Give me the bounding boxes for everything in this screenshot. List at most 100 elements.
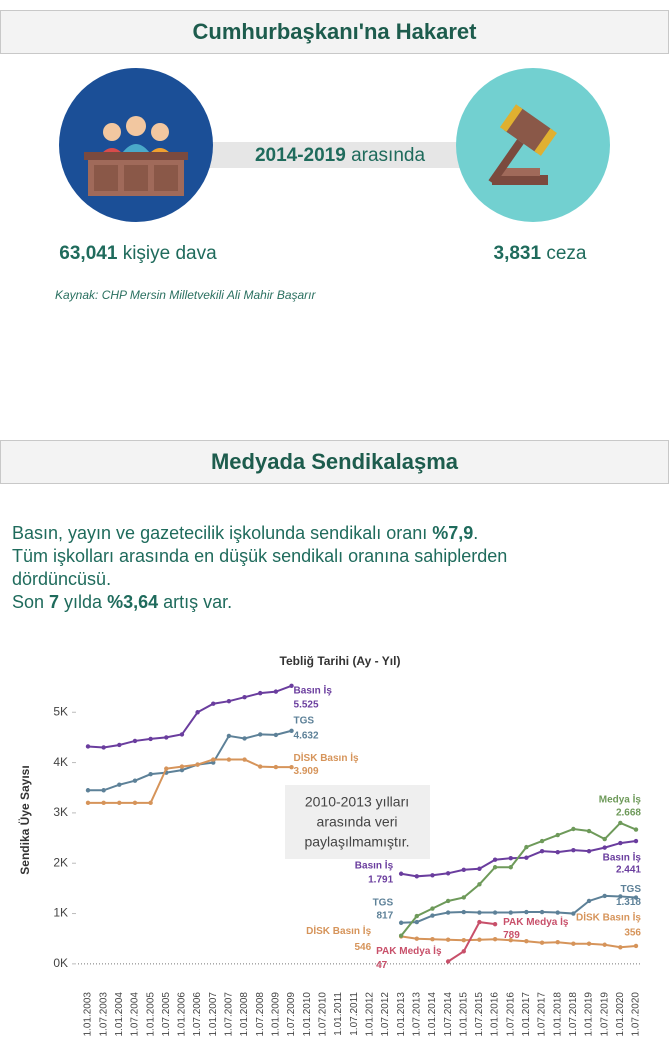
x-tick-label: 1.07.2012: [380, 992, 391, 1037]
annotation: paylaşılmamıştır.: [304, 834, 409, 850]
x-tick-label: 1.01.2014: [427, 992, 438, 1037]
data-point: [602, 845, 607, 850]
data-point: [492, 857, 498, 862]
data-point: [211, 760, 216, 765]
data-point: [492, 910, 498, 915]
data-point: [430, 906, 435, 911]
value-label: 1.318: [616, 897, 641, 908]
x-tick-label: 1.07.2006: [192, 992, 203, 1037]
data-point: [571, 911, 576, 916]
left-stat: 63,041 kişiye dava: [38, 243, 238, 265]
data-point: [85, 788, 91, 793]
data-point: [571, 826, 576, 832]
data-point: [492, 937, 498, 942]
data-point: [539, 838, 545, 844]
series-line: [447, 921, 496, 963]
text-segment: %7,9: [432, 523, 474, 543]
data-point: [618, 840, 623, 846]
paragraph-line: Tüm işkolları arasında en düşük sendikal…: [12, 545, 602, 591]
text-segment: 7: [49, 592, 60, 612]
data-point: [461, 938, 466, 943]
data-point: [242, 736, 247, 741]
x-tick-label: 1.01.2006: [177, 992, 188, 1037]
data-point: [132, 800, 138, 806]
data-point: [602, 836, 607, 842]
data-point: [242, 757, 247, 762]
data-point: [211, 701, 216, 706]
data-point: [430, 937, 435, 942]
text-segment: Basın, yayın ve gazetecilik işkolunda se…: [12, 523, 433, 543]
x-tick-label: 1.01.2005: [145, 992, 156, 1037]
x-tick-label: 1.07.2015: [474, 992, 485, 1037]
data-point: [555, 940, 560, 945]
data-point: [461, 909, 466, 915]
y-axis-label: Sendika Üye Sayısı: [17, 765, 32, 874]
value-label: 47: [376, 960, 388, 971]
x-tick-label: 1.01.2008: [239, 992, 250, 1037]
stat-text: kişiye dava: [117, 243, 217, 264]
x-tick-label: 1.01.2003: [83, 992, 94, 1037]
series-label: DİSK Basın İş: [294, 751, 359, 764]
series-label: PAK Medya İş: [376, 944, 442, 957]
series-line: [88, 758, 637, 949]
data-point: [508, 865, 513, 870]
data-point: [430, 913, 435, 918]
data-point: [398, 871, 404, 876]
data-point: [477, 910, 482, 915]
data-point: [524, 939, 529, 944]
x-tick-label: 1.01.2012: [364, 992, 375, 1037]
series-label: TGS: [620, 884, 641, 895]
data-point: [273, 689, 279, 694]
data-point: [555, 849, 560, 855]
data-point: [117, 800, 122, 806]
period-text: arasında: [346, 145, 426, 166]
x-tick-label: 1.01.2015: [458, 992, 469, 1037]
y-tick-label: 4K: [53, 755, 68, 769]
x-tick-label: 1.07.2003: [98, 992, 109, 1037]
x-tick-label: 1.01.2020: [615, 992, 626, 1037]
annotation: 2010-2013 yılları: [305, 794, 409, 810]
data-point: [539, 848, 545, 854]
text-segment: %3,64: [107, 592, 159, 612]
value-label: 1.791: [368, 874, 393, 885]
data-point: [586, 828, 592, 834]
x-tick-label: 1.07.2013: [411, 992, 422, 1037]
x-tick-label: 1.07.2009: [286, 992, 297, 1037]
data-point: [508, 855, 513, 861]
x-tick-label: 1.07.2016: [505, 992, 516, 1037]
gavel-icon: [488, 104, 557, 185]
value-label: 4.632: [294, 730, 319, 741]
data-point: [477, 919, 482, 925]
data-point: [148, 736, 153, 742]
y-tick-label: 5K: [53, 704, 68, 718]
data-point: [555, 832, 560, 838]
paragraph-line: Son 7 yılda %3,64 artış var.: [12, 591, 602, 614]
data-point: [148, 771, 153, 777]
stat-number: 63,041: [59, 243, 118, 264]
x-tick-label: 1.07.2017: [537, 992, 548, 1037]
source: Kaynak: CHP Mersin Milletvekili Ali Mahi…: [55, 288, 316, 302]
data-point: [273, 764, 279, 770]
data-point: [571, 847, 576, 853]
data-point: [179, 767, 185, 773]
data-point: [289, 728, 294, 733]
data-point: [414, 913, 419, 919]
data-point: [445, 937, 451, 942]
data-point: [618, 894, 623, 899]
series-line: [400, 821, 637, 937]
data-point: [508, 910, 513, 915]
data-point: [101, 788, 106, 793]
x-tick-label: 1.07.2008: [255, 992, 266, 1037]
stat-number: 3,831: [493, 243, 542, 264]
value-label: 546: [354, 942, 371, 953]
data-point: [539, 940, 545, 945]
x-tick-label: 1.01.2011: [333, 992, 344, 1036]
x-tick-label: 1.01.2018: [552, 992, 563, 1037]
data-point: [101, 800, 106, 806]
data-point: [164, 766, 169, 771]
data-point: [179, 764, 185, 769]
x-tick-label: 1.07.2010: [317, 992, 328, 1037]
data-point: [211, 757, 216, 762]
data-point: [461, 949, 466, 954]
